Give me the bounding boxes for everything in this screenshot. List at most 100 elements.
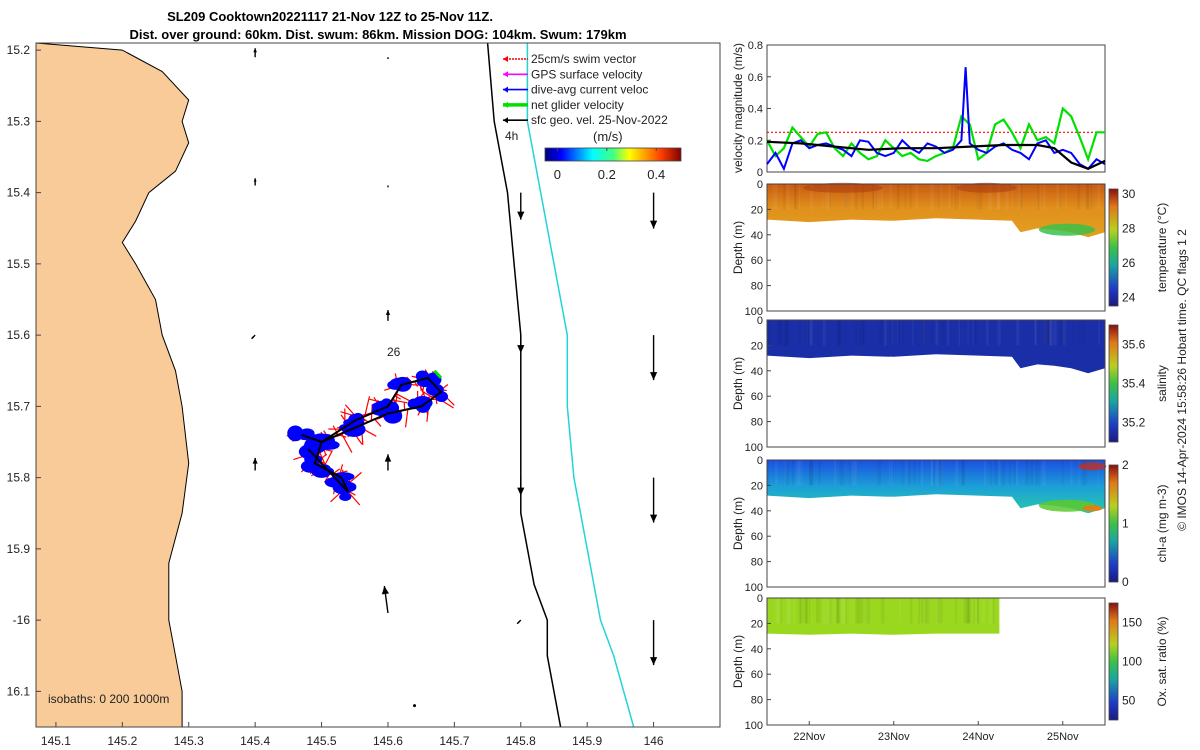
section-data-field	[767, 598, 1000, 635]
section-y-tick-label: 20	[751, 480, 763, 492]
map-y-tick-label: 15.9	[7, 542, 31, 556]
map-y-tick-label: 15.3	[7, 114, 31, 128]
profile-streak	[912, 320, 914, 346]
profile-streak	[1043, 320, 1047, 346]
profile-streak	[981, 598, 985, 624]
profile-streak	[992, 598, 995, 624]
profile-streak	[938, 184, 943, 210]
profile-streak	[902, 320, 904, 346]
section-colorbar-tick-label: 0	[1122, 575, 1129, 589]
profile-streak	[810, 460, 812, 486]
profile-streak	[1019, 184, 1023, 210]
legend-item: net glider velocity	[503, 98, 624, 112]
profile-streak	[930, 184, 935, 210]
geo-vector	[253, 178, 257, 186]
section-axes-frame	[766, 459, 1106, 588]
profile-streak	[989, 184, 993, 210]
credit-text: © IMOS 14-Apr-2024 15:58:26 Hobart time.…	[1175, 229, 1189, 531]
profile-streak	[1085, 184, 1089, 210]
profile-streak	[829, 598, 832, 624]
section-colorbar-label: chl-a (mg m-3)	[1155, 484, 1169, 562]
profile-streak	[965, 598, 970, 624]
profile-streak	[996, 184, 1001, 210]
profile-streak	[888, 460, 891, 486]
section-colorbar-tick-label: 35.6	[1122, 338, 1146, 352]
legend-item: sfc geo. vel. 25-Nov-2022	[503, 113, 668, 127]
profile-streak	[909, 598, 913, 624]
profile-streak	[808, 460, 811, 486]
profile-streak	[1014, 460, 1016, 486]
title-line-1: SL209 Cooktown20221117 21-Nov 12Z to 25-…	[167, 9, 493, 24]
profile-streak	[859, 598, 864, 624]
current-vector-blob	[332, 472, 355, 481]
profile-streak	[841, 598, 846, 624]
profile-streak	[1016, 320, 1020, 346]
section-colorbar-label: Ox. sat. ratio (%)	[1155, 616, 1169, 706]
profile-streak	[1015, 460, 1019, 486]
swim-vector	[334, 432, 347, 438]
profile-streak	[810, 184, 814, 210]
profile-streak	[1049, 320, 1053, 346]
profile-streak	[913, 460, 916, 486]
profile-streak	[1035, 320, 1037, 346]
isobath-200m	[486, 43, 562, 727]
profile-streak	[775, 460, 778, 486]
profile-streak	[866, 598, 869, 624]
section-y-tick-label: 20	[751, 618, 763, 630]
profile-streak	[835, 598, 839, 624]
profile-streak	[1018, 184, 1022, 210]
map-colorbar-tick-label: 0.4	[647, 167, 665, 182]
profile-streak	[955, 460, 959, 486]
profile-streak	[915, 184, 919, 210]
profile-streak	[936, 598, 940, 624]
section-y-tick-label: 40	[751, 506, 763, 518]
profile-streak	[1048, 320, 1052, 346]
legend-item: GPS surface velocity	[503, 67, 642, 81]
profile-streak	[1035, 460, 1038, 486]
profile-streak	[793, 184, 798, 210]
profile-streak	[798, 460, 802, 486]
map-x-tick-label: 145.8	[506, 734, 536, 748]
profile-streak	[1061, 320, 1065, 346]
profile-streak	[837, 320, 841, 346]
profile-streak	[983, 460, 987, 486]
chlorophyll-section: 0 20 40 60 80 100 Depth (m) 2 1 0 chl-a (mg m-3)	[731, 455, 1169, 594]
section-y-tick-label: 60	[751, 391, 763, 403]
section-y-tick-label: 0	[757, 455, 763, 467]
section-y-tick-label: 20	[751, 340, 763, 352]
profile-streak	[967, 598, 971, 624]
geo-vector	[516, 619, 522, 625]
salinity-section: 0 20 40 60 80 100 Depth (m) 35.6 35.4 35.2 salinit…	[731, 315, 1169, 454]
section-colorbar	[1108, 188, 1119, 307]
geo-vector	[649, 620, 658, 666]
section-y-tick-label: 40	[751, 644, 763, 656]
profile-streak	[1043, 320, 1048, 346]
section-colorbar-tick-label: 28	[1122, 222, 1136, 236]
current-vector-blob	[380, 398, 393, 411]
map-y-tick-label: 15.2	[7, 43, 31, 57]
section-y-tick-label: 0	[757, 179, 763, 191]
profile-streak	[940, 598, 943, 624]
profile-streak	[932, 460, 935, 486]
section-data-field	[767, 460, 1105, 514]
profile-streak	[837, 320, 842, 346]
profile-streak	[787, 598, 791, 624]
section-y-tick-label: 60	[751, 669, 763, 681]
section-y-tick-label: 60	[751, 531, 763, 543]
velocity-y-tick-label: 0.2	[748, 135, 763, 147]
section-y-tick-label: 80	[751, 417, 763, 429]
profile-streak	[961, 460, 965, 486]
profile-streak	[828, 184, 831, 210]
map-x-tick-label: 145.9	[572, 734, 602, 748]
profile-streak	[801, 460, 803, 486]
profile-streak	[1092, 184, 1095, 210]
geo-vector	[387, 57, 389, 60]
profile-streak	[938, 184, 941, 210]
map-y-tick-label: 15.5	[7, 257, 31, 271]
profile-streak	[907, 460, 911, 486]
profile-streak	[818, 460, 821, 486]
profile-streak	[958, 184, 961, 210]
profile-streak	[844, 184, 848, 210]
profile-streak	[1077, 184, 1081, 210]
section-y-tick-label: 0	[757, 593, 763, 605]
